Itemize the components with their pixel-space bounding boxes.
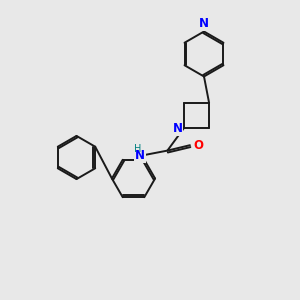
Text: N: N [172,122,182,135]
Text: H: H [134,144,141,154]
Text: N: N [135,148,145,162]
Text: N: N [199,17,209,30]
Text: O: O [193,139,203,152]
